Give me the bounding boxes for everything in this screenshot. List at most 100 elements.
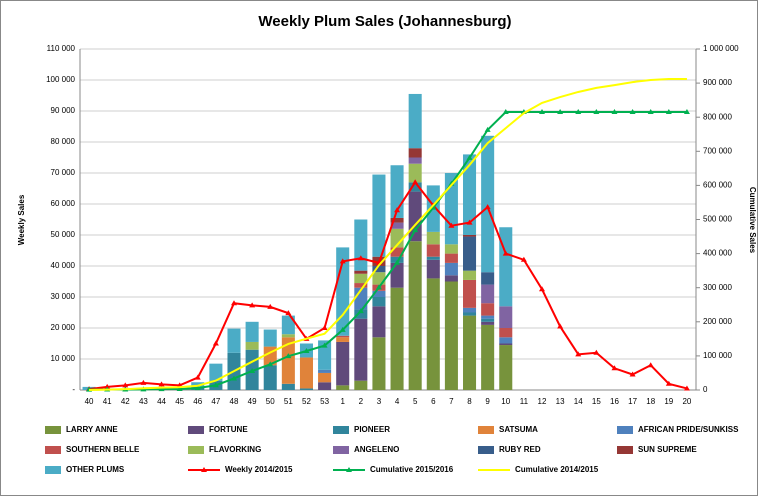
- marker: [357, 255, 364, 261]
- marker: [357, 308, 364, 314]
- y-tick-label: 60 000: [51, 199, 76, 208]
- y-tick-label: 50 000: [51, 230, 76, 239]
- bar: [299, 388, 313, 390]
- bar: [463, 307, 477, 313]
- bar: [481, 321, 495, 325]
- y2-tick-label: 700 000: [703, 146, 732, 155]
- y-tick-label: 20 000: [51, 323, 76, 332]
- bar: [354, 270, 368, 274]
- x-tick-label: 15: [592, 397, 601, 406]
- y-tick-label: 100 000: [46, 75, 75, 84]
- marker: [611, 365, 618, 371]
- bar: [354, 380, 368, 390]
- bar: [336, 385, 350, 390]
- bar: [245, 321, 259, 342]
- legend-label: PIONEER: [354, 425, 390, 434]
- bar: [499, 328, 513, 338]
- y-tick-label: 30 000: [51, 292, 76, 301]
- bar: [390, 222, 404, 229]
- legend-label: Weekly 2014/2015: [225, 465, 293, 474]
- bar: [372, 337, 386, 390]
- legend-label: Cumulative 2014/2015: [515, 465, 599, 474]
- y-tick-label: 40 000: [51, 261, 76, 270]
- bar: [390, 247, 404, 257]
- bar: [499, 343, 513, 346]
- legend-label: ANGELENO: [354, 445, 399, 454]
- marker: [104, 383, 111, 389]
- bar: [372, 290, 386, 297]
- legend-marker: [201, 467, 207, 472]
- x-tick-label: 40: [85, 397, 94, 406]
- line: [89, 110, 687, 391]
- marker: [122, 382, 129, 388]
- bar: [463, 315, 477, 390]
- x-tick-label: 5: [413, 397, 418, 406]
- legend-label: FORTUNE: [209, 425, 248, 434]
- bar: [408, 157, 422, 164]
- marker: [339, 326, 346, 332]
- legend-label: LARRY ANNE: [66, 425, 118, 434]
- x-tick-label: 49: [248, 397, 257, 406]
- bar: [354, 318, 368, 381]
- bar: [390, 262, 404, 288]
- legend-swatch: [45, 446, 61, 454]
- bar: [481, 303, 495, 316]
- y2-tick-label: 600 000: [703, 181, 732, 190]
- x-tick-label: 17: [628, 397, 637, 406]
- marker: [484, 204, 491, 210]
- bar: [444, 173, 458, 245]
- legend-label: SUN SUPREME: [638, 445, 697, 454]
- marker: [629, 108, 636, 114]
- bar: [318, 372, 332, 383]
- bar: [281, 383, 295, 390]
- x-tick-label: 9: [485, 397, 490, 406]
- bar: [245, 341, 259, 350]
- legend-label: OTHER PLUMS: [66, 465, 125, 474]
- x-tick-label: 47: [211, 397, 220, 406]
- bar: [354, 283, 368, 288]
- bar: [426, 244, 440, 257]
- bar: [390, 287, 404, 390]
- bar: [299, 357, 313, 389]
- y-tick-label: -: [72, 385, 75, 394]
- marker: [140, 379, 147, 385]
- x-tick-label: 4: [395, 397, 400, 406]
- marker: [611, 108, 618, 114]
- bar: [481, 135, 495, 273]
- bar: [426, 231, 440, 245]
- y-tick-label: 10 000: [51, 354, 76, 363]
- y2-tick-label: 300 000: [703, 283, 732, 292]
- x-tick-label: 50: [266, 397, 275, 406]
- bar: [499, 306, 513, 328]
- bar: [481, 272, 495, 285]
- bar: [444, 244, 458, 254]
- bar: [481, 284, 495, 304]
- marker: [339, 258, 346, 264]
- marker: [321, 342, 328, 348]
- marker: [249, 302, 256, 308]
- bar: [263, 329, 277, 347]
- marker: [394, 207, 401, 213]
- marker: [502, 250, 509, 256]
- bar: [227, 328, 241, 353]
- bar: [336, 337, 350, 342]
- y2-tick-label: 500 000: [703, 215, 732, 224]
- marker: [231, 300, 237, 306]
- marker: [575, 351, 582, 357]
- legend-label: RUBY RED: [499, 445, 541, 454]
- x-tick-label: 53: [320, 397, 329, 406]
- x-tick-label: 45: [175, 397, 184, 406]
- bar: [281, 337, 295, 384]
- x-tick-label: 10: [501, 397, 510, 406]
- bar: [499, 337, 513, 344]
- bar: [336, 247, 350, 336]
- marker: [593, 349, 600, 355]
- bar: [372, 297, 386, 307]
- marker: [683, 108, 690, 114]
- x-tick-label: 16: [610, 397, 619, 406]
- marker: [158, 381, 165, 387]
- bar: [444, 253, 458, 263]
- marker: [593, 108, 600, 114]
- bar: [372, 306, 386, 338]
